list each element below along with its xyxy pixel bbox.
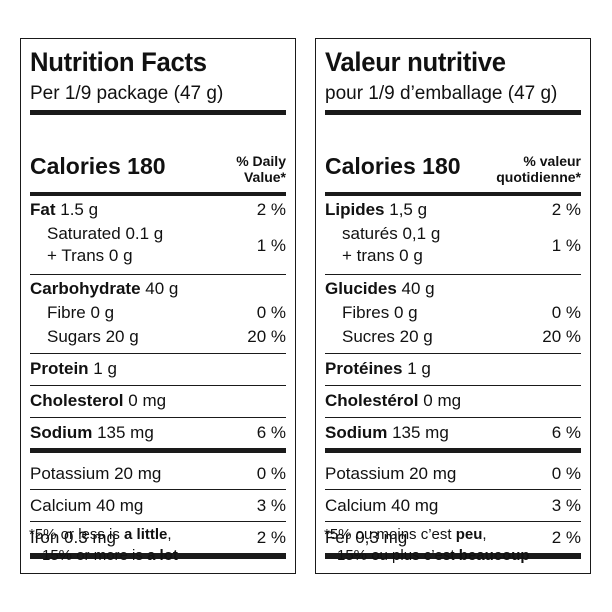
- divider: [325, 274, 581, 275]
- divider: [325, 521, 581, 522]
- divider: [30, 521, 286, 522]
- calories-label: Calories 180: [325, 153, 461, 179]
- panel-title: Nutrition Facts: [30, 47, 207, 77]
- divider: [30, 417, 286, 418]
- trans-row: + trans 0 g: [342, 246, 423, 265]
- fibre-row: Fibre 0 g 0 %: [47, 303, 286, 322]
- sat-trans-pct: 1 %: [256, 236, 286, 255]
- fibre-row: Fibres 0 g 0 %: [342, 303, 581, 322]
- medium-divider: [30, 192, 286, 196]
- daily-value-header: % Daily Value*: [236, 153, 286, 185]
- calcium-row: Calcium 40 mg 3 %: [30, 496, 286, 515]
- nutrition-facts-panel-english: Nutrition Facts Per 1/9 package (47 g) C…: [20, 38, 296, 574]
- medium-divider: [325, 192, 581, 196]
- thick-divider: [325, 553, 581, 559]
- divider: [30, 353, 286, 354]
- sodium-row: Sodium 135 mg 6 %: [30, 423, 286, 442]
- panel-title: Valeur nutritive: [325, 47, 506, 77]
- iron-row: Iron 0.3 mg 2 %: [30, 528, 286, 547]
- trans-row: + Trans 0 g: [47, 246, 133, 265]
- protein-row: Protéines 1 g: [325, 359, 431, 378]
- potassium-row: Potassium 20 mg 0 %: [30, 464, 286, 483]
- sodium-row: Sodium 135 mg 6 %: [325, 423, 581, 442]
- saturated-row: Saturated 0.1 g: [47, 224, 164, 243]
- divider: [325, 417, 581, 418]
- cholesterol-row: Cholestérol 0 mg: [325, 391, 462, 410]
- sat-trans-pct: 1 %: [551, 236, 581, 255]
- divider: [30, 385, 286, 386]
- divider: [30, 274, 286, 275]
- saturated-row: saturés 0,1 g: [342, 224, 441, 243]
- daily-value-header: % valeur quotidienne*: [496, 153, 581, 185]
- sugars-row: Sucres 20 g 20 %: [342, 327, 581, 346]
- calcium-row: Calcium 40 mg 3 %: [325, 496, 581, 515]
- calories-label: Calories 180: [30, 153, 166, 179]
- divider: [325, 489, 581, 490]
- thick-divider: [325, 110, 581, 115]
- thick-divider: [30, 110, 286, 115]
- fat-row: Lipides 1,5 g 2 %: [325, 200, 581, 219]
- carbohydrate-row: Glucides 40 g: [325, 279, 435, 298]
- carbohydrate-row: Carbohydrate 40 g: [30, 279, 179, 298]
- fat-row: Fat 1.5 g 2 %: [30, 200, 286, 219]
- divider: [325, 385, 581, 386]
- divider: [325, 353, 581, 354]
- serving-size: pour 1/9 d’emballage (47 g): [325, 83, 558, 104]
- potassium-row: Potassium 20 mg 0 %: [325, 464, 581, 483]
- thick-divider: [325, 448, 581, 453]
- thick-divider: [30, 553, 286, 559]
- protein-row: Protein 1 g: [30, 359, 117, 378]
- sugars-row: Sugars 20 g 20 %: [47, 327, 286, 346]
- thick-divider: [30, 448, 286, 453]
- cholesterol-row: Cholesterol 0 mg: [30, 391, 167, 410]
- nutrition-facts-panel-french: Valeur nutritive pour 1/9 d’emballage (4…: [315, 38, 591, 574]
- divider: [30, 489, 286, 490]
- serving-size: Per 1/9 package (47 g): [30, 83, 224, 104]
- iron-row: Fer 0,3 mg 2 %: [325, 528, 581, 547]
